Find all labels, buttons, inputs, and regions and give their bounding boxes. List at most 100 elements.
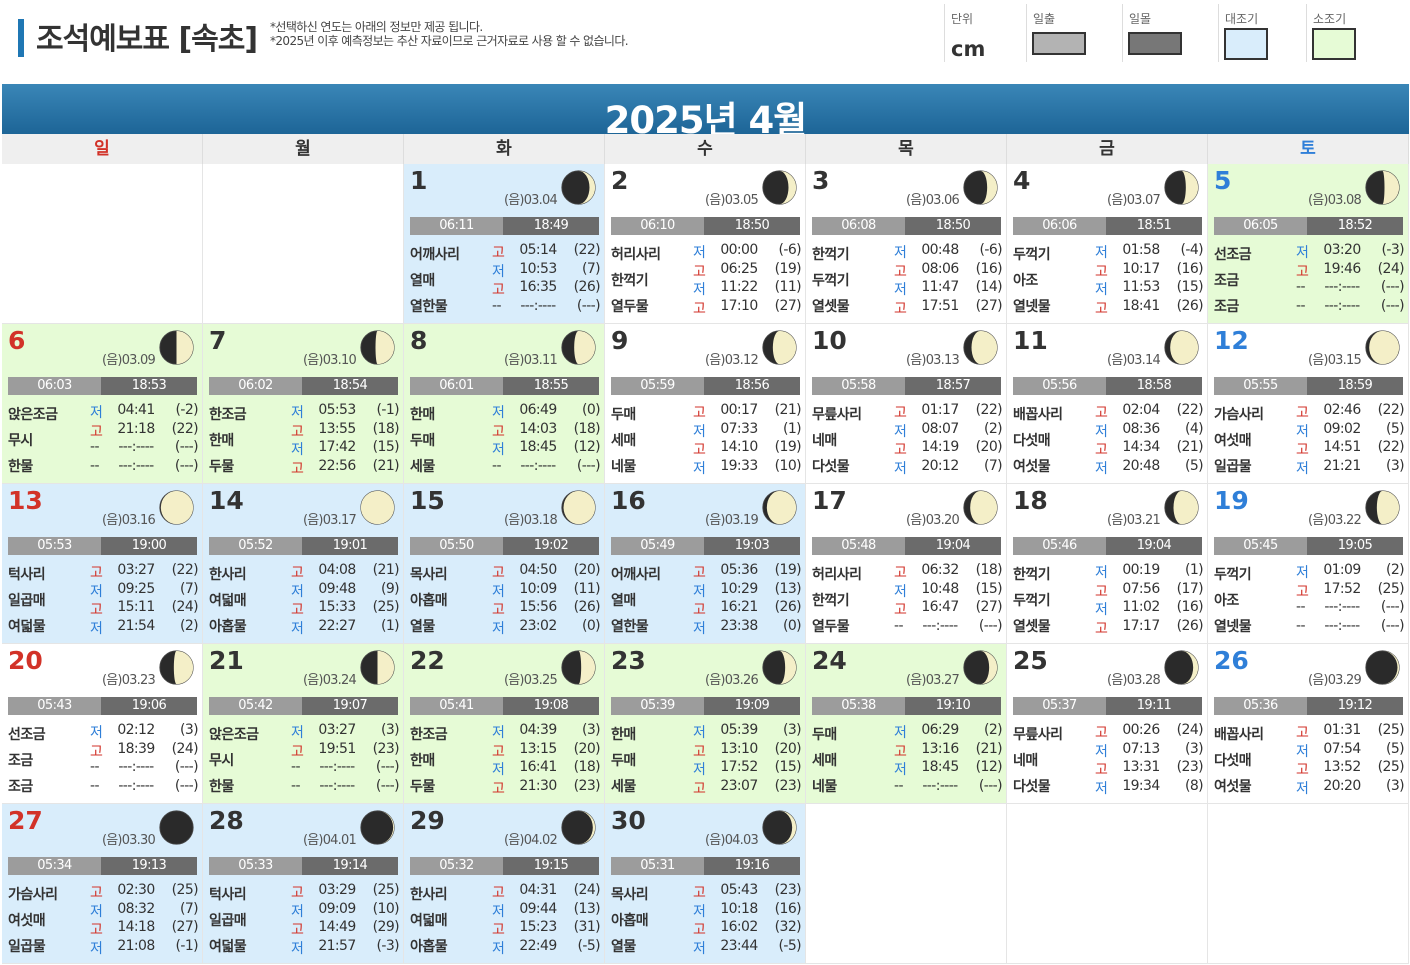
day-cell-23[interactable]: 23 (음)03.26 05:39 19:09 한매 두매 세물 저 05:39 (3) 고 13:1… (605, 644, 806, 804)
tide-type: 저 (492, 405, 505, 421)
day-cell-12[interactable]: 12 (음)03.15 05:55 18:59 가슴사리 여섯매 일곱물 고 02:46 (22)… (1208, 324, 1409, 484)
day-cell-17[interactable]: 17 (음)03.20 05:48 19:04 허리사리 한꺽기 열두물 고 06:32 (18)… (806, 484, 1007, 644)
sun-times: 05:56 18:58 (1013, 377, 1202, 395)
tide-level: (---) (1380, 297, 1405, 314)
tide-level: (2) (179, 617, 199, 634)
tide-level: (13) (573, 900, 601, 917)
day-cell-29[interactable]: 29 (음)04.02 05:32 19:15 한사리 여덟매 아홉물 고 04:31 (24) 저… (404, 804, 605, 964)
tide-type: 고 (492, 885, 505, 901)
neap-swatch (1224, 28, 1268, 60)
tide-row: 고 19:46 (24) (1296, 261, 1405, 280)
tide-name: 턱사리 (209, 887, 247, 903)
tide-type: -- (1296, 279, 1306, 295)
day-cell-18[interactable]: 18 (음)03.21 05:46 19:04 한꺽기 두꺽기 열셋물 저 00:19 (1) 고 0… (1007, 484, 1208, 644)
day-cell-22[interactable]: 22 (음)03.25 05:41 19:08 한조금 한매 두물 저 04:39 (3) 고 13:… (404, 644, 605, 804)
tide-level: (---) (978, 617, 1003, 634)
day-cell-7[interactable]: 7 (음)03.10 06:02 18:54 한조금 한매 두물 저 05:53 (-1) 고 13:… (203, 324, 404, 484)
sunset-time: 18:51 (1106, 217, 1202, 235)
tide-name: 세매 (812, 753, 837, 769)
tide-name: 목사리 (410, 567, 448, 583)
tide-type: 저 (693, 762, 706, 778)
day-cell-28[interactable]: 28 (음)04.01 05:33 19:14 턱사리 일곱매 여덟물 고 03:29 (25) 저… (203, 804, 404, 964)
tide-type: -- (894, 777, 904, 794)
neap-label: 대조기 (1225, 12, 1259, 26)
day-cell-20[interactable]: 20 (음)03.23 05:43 19:06 선조금 조금 조금 저 02:12 (3) 고 18:… (2, 644, 203, 804)
day-cell-10[interactable]: 10 (음)03.13 05:58 18:57 무릎사리 네매 다섯물 고 01:17 (22) 저… (806, 324, 1007, 484)
day-cell-8[interactable]: 8 (음)03.11 06:01 18:55 한매 두매 세물 저 06:49 (0) 고 14:03… (404, 324, 605, 484)
moon-phase-icon (360, 330, 395, 365)
day-cell-21[interactable]: 21 (음)03.24 05:42 19:07 앉은조금 무시 한물 저 03:27 (3) 고 19… (203, 644, 404, 804)
sunrise-time: 05:39 (611, 697, 704, 715)
tide-time: ---:---- (1324, 617, 1360, 634)
day-cell-30[interactable]: 30 (음)04.03 05:31 19:16 목사리 아홉매 열물 고 05:43 (23) 저 1… (605, 804, 806, 964)
tide-name: 조금 (8, 779, 33, 795)
tide-type: -- (1296, 297, 1306, 314)
tide-row: 고 17:52 (25) (1296, 581, 1405, 600)
sunrise-time: 06:11 (410, 217, 503, 235)
sunset-time: 18:53 (101, 377, 197, 395)
tide-name: 배꼽사리 (1214, 727, 1264, 743)
tide-type: 저 (1095, 602, 1108, 618)
sun-times: 06:06 18:51 (1013, 217, 1202, 235)
tide-type: 고 (90, 565, 103, 581)
tide-row: 저 08:36 (4) (1095, 421, 1204, 440)
day-cell-4[interactable]: 4 (음)03.07 06:06 18:51 두꺽기 아조 열넷물 저 01:58 (-4) 고 10… (1007, 164, 1208, 324)
day-cell-2[interactable]: 2 (음)03.05 06:10 18:50 허리사리 한꺽기 열두물 저 00:00 (-6) 고… (605, 164, 806, 324)
tide-time: 17:17 (1122, 617, 1160, 634)
tide-row: -- ---:---- (---) (894, 777, 1003, 796)
lunar-date: (음)04.01 (303, 833, 357, 848)
tide-time: 21:21 (1323, 457, 1361, 474)
day-cell-5[interactable]: 5 (음)03.08 06:05 18:52 선조금 조금 조금 저 03:20 (-3) 고 19:… (1208, 164, 1409, 324)
lunar-date: (음)03.26 (705, 673, 759, 688)
tide-level: (26) (774, 599, 802, 615)
tide-time: 13:16 (921, 740, 959, 757)
day-cell-27[interactable]: 27 (음)03.30 05:34 19:13 가슴사리 여섯매 일곱물 고 02:30 (25)… (2, 804, 203, 964)
day-number: 25 (1013, 646, 1048, 675)
day-cell-11[interactable]: 11 (음)03.14 05:56 18:58 배꼽사리 다섯매 여섯물 고 02:04 (22)… (1007, 324, 1208, 484)
day-cell-26[interactable]: 26 (음)03.29 05:36 19:12 배꼽사리 다섯매 여섯물 고 01:31 (25)… (1208, 644, 1409, 804)
tide-type: 저 (492, 725, 505, 741)
day-cell-16[interactable]: 16 (음)03.19 05:49 19:03 어깨사리 열매 열한물 고 05:36 (19) 저… (605, 484, 806, 644)
tide-name: 목사리 (611, 887, 649, 903)
day-cell-1[interactable]: 1 (음)03.04 06:11 18:49 어깨사리 열매 열한물 고 05:14 (22) 저 1… (404, 164, 605, 324)
tide-type: 저 (1095, 282, 1108, 298)
tide-type: 고 (894, 300, 907, 317)
tide-type: 저 (1296, 743, 1309, 760)
day-cell-25[interactable]: 25 (음)03.28 05:37 19:11 무릎사리 네매 다섯물 고 00:26 (24) 저… (1007, 644, 1208, 804)
tide-type: 고 (291, 602, 304, 618)
tide-type: 고 (693, 405, 706, 421)
tide-type: 고 (1095, 263, 1108, 280)
sunrise-time: 05:37 (1013, 697, 1106, 715)
day-cell-14[interactable]: 14 (음)03.17 05:52 19:01 한사리 여덟매 아홉물 고 04:08 (21) 저… (203, 484, 404, 644)
day-cell-3[interactable]: 3 (음)03.06 06:08 18:50 한꺽기 두꺽기 열셋물 저 00:48 (-6) 고 0… (806, 164, 1007, 324)
tide-type: 저 (1296, 245, 1309, 261)
tide-time: 05:53 (318, 402, 356, 418)
day-cell-13[interactable]: 13 (음)03.16 05:53 19:00 턱사리 일곱매 여덟물 고 03:27 (22) 저… (2, 484, 203, 644)
tide-row: 저 01:58 (-4) (1095, 242, 1204, 261)
tide-type: 고 (1296, 405, 1309, 421)
day-cell-6[interactable]: 6 (음)03.09 06:03 18:53 앉은조금 무시 한물 저 04:41 (-2) 고 21… (2, 324, 203, 484)
sunrise-time: 05:45 (1214, 537, 1307, 555)
tide-level: (-6) (778, 242, 802, 258)
sunset-time: 19:16 (704, 857, 800, 875)
tide-level: (22) (171, 420, 199, 437)
tide-name: 여덟물 (209, 939, 247, 955)
tide-time: 00:17 (720, 402, 758, 418)
tide-time: 00:48 (921, 242, 959, 258)
tide-type: 고 (90, 743, 103, 760)
day-cell-19[interactable]: 19 (음)03.22 05:45 19:05 두꺽기 아조 열넷물 저 01:09 (2) 고 17… (1208, 484, 1409, 644)
tide-name: 허리사리 (611, 247, 661, 263)
day-cell-15[interactable]: 15 (음)03.18 05:50 19:02 목사리 아홉매 열물 고 04:50 (20) 저 1… (404, 484, 605, 644)
day-number: 29 (410, 806, 445, 835)
tide-level: (14) (975, 279, 1003, 295)
moon-phase-icon (1164, 330, 1199, 365)
tide-level: (---) (375, 777, 400, 794)
sun-times: 05:33 19:14 (209, 857, 398, 875)
tide-level: (25) (1377, 759, 1405, 775)
tide-row: 저 00:00 (-6) (693, 242, 802, 261)
sunset-time: 19:11 (1106, 697, 1202, 715)
day-cell-9[interactable]: 9 (음)03.12 05:59 18:56 두매 세매 네물 고 00:17 (21) 저 07:3… (605, 324, 806, 484)
tide-type: 고 (1095, 583, 1108, 600)
day-cell-24[interactable]: 24 (음)03.27 05:38 19:10 두매 세매 네물 저 06:29 (2) 고 13:1… (806, 644, 1007, 804)
tide-row: 고 14:51 (22) (1296, 439, 1405, 458)
